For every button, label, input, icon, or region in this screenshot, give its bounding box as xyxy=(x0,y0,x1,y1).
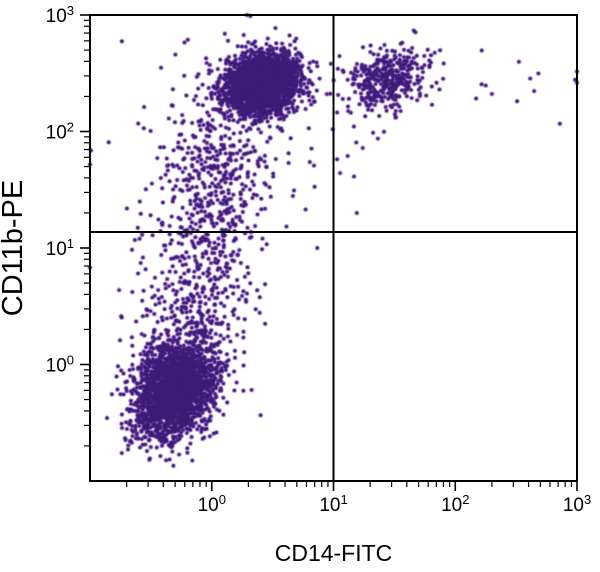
svg-text:CD11b-PE: CD11b-PE xyxy=(0,180,29,316)
svg-text:101: 101 xyxy=(46,236,74,261)
svg-text:102: 102 xyxy=(441,492,469,517)
svg-text:103: 103 xyxy=(563,492,591,517)
svg-text:CD14-FITC: CD14-FITC xyxy=(275,540,393,566)
svg-text:102: 102 xyxy=(46,119,74,144)
svg-text:101: 101 xyxy=(319,492,347,517)
svg-text:100: 100 xyxy=(46,352,74,377)
svg-text:100: 100 xyxy=(198,492,226,517)
svg-text:103: 103 xyxy=(46,3,74,28)
